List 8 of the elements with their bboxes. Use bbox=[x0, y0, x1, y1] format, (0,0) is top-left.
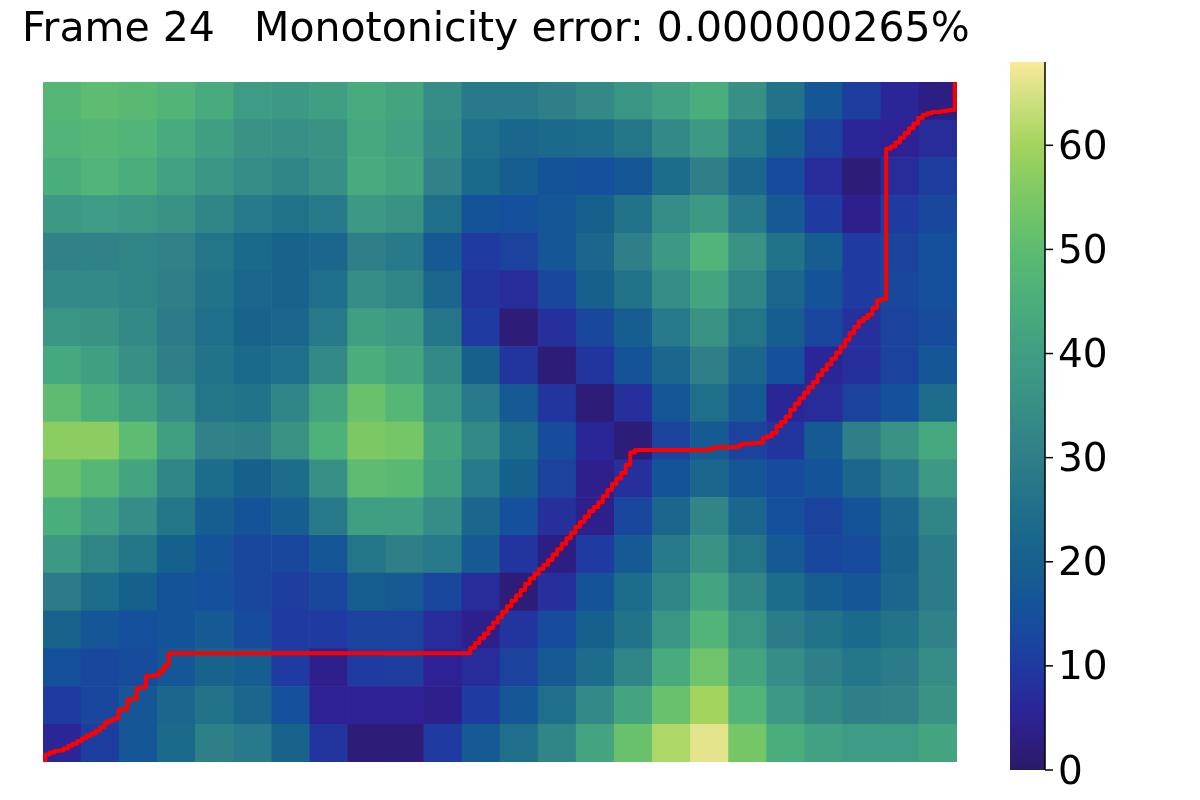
color-bar-label: 30 bbox=[1058, 435, 1108, 481]
color-bar-label: 60 bbox=[1058, 122, 1108, 168]
color-bar-label: 20 bbox=[1058, 539, 1108, 585]
color-bar-label: 40 bbox=[1058, 331, 1108, 377]
color-bar-label: 50 bbox=[1058, 226, 1108, 272]
chart-title: Frame 24 Monotonicity error: 0.000000265% bbox=[22, 3, 970, 51]
color-bar-label: 0 bbox=[1058, 747, 1083, 793]
color-bar-label: 10 bbox=[1058, 643, 1108, 689]
